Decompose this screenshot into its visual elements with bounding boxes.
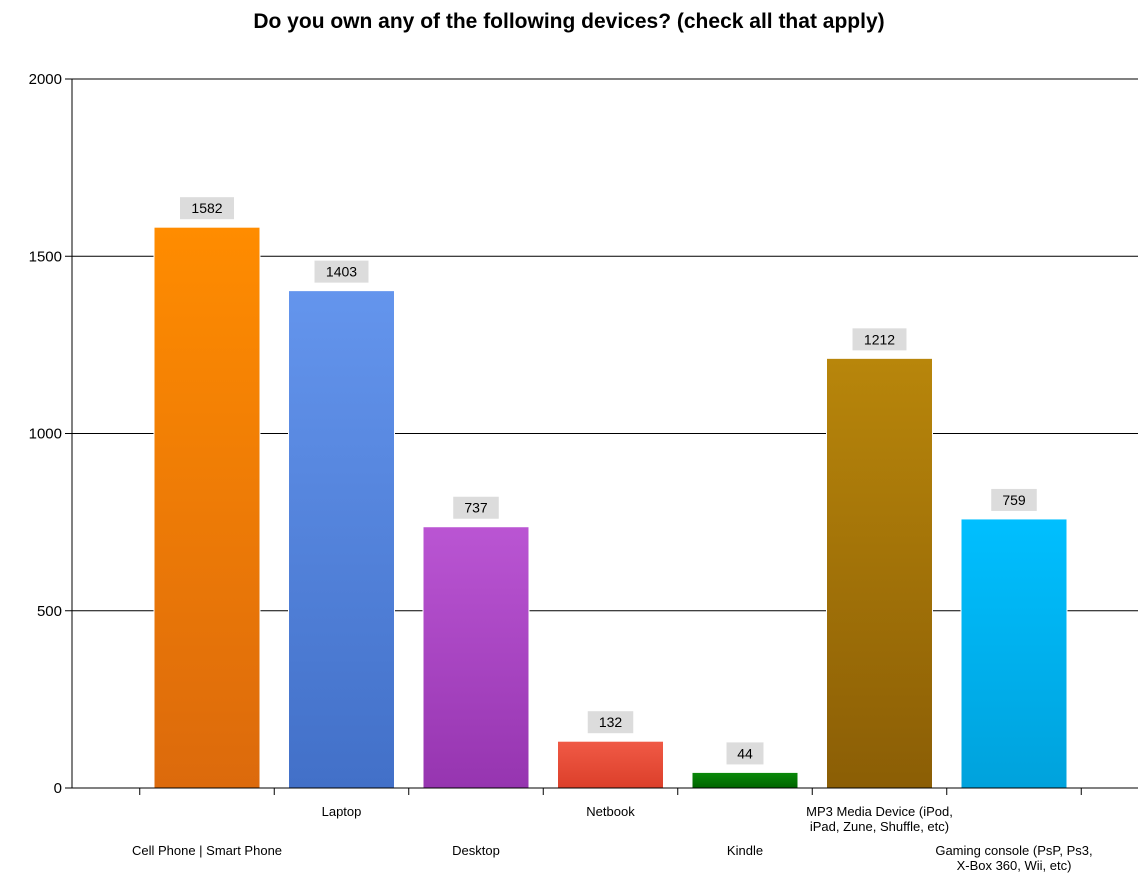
y-tick-label: 2000 [29, 71, 62, 88]
x-tick-label: Cell Phone | Smart Phone [132, 843, 282, 858]
bar [153, 226, 261, 789]
data-label: 737 [464, 500, 488, 516]
bar [691, 771, 799, 789]
data-labels: 1582 1403 737 132 44 1212 759 [180, 197, 1037, 765]
data-label-box [180, 197, 234, 220]
x-tick-label: Kindle [727, 843, 763, 858]
y-tick-label: 1000 [29, 426, 62, 443]
data-label-box [726, 742, 764, 765]
chart-title: Do you own any of the following devices?… [253, 10, 885, 33]
data-label: 1403 [326, 264, 357, 280]
bars [153, 226, 1068, 789]
x-tick-label: Desktop [452, 843, 500, 858]
bar [960, 518, 1068, 789]
data-label-box [453, 496, 499, 519]
x-tick-label: MP3 Media Device (iPod, iPad, Zune, Shuff… [806, 804, 953, 834]
data-label-box [314, 260, 369, 283]
data-label-box [587, 711, 634, 734]
y-tick-label: 500 [37, 603, 62, 620]
x-tick-label: Gaming console (PsP, Ps3, X-Box 360, Wii,… [935, 843, 1092, 873]
data-label: 1212 [864, 331, 895, 347]
data-label-box [852, 328, 907, 351]
axes: 0 500 1000 1500 2000 Cell Phone | Smart Phone… [29, 71, 1138, 873]
bar [557, 740, 664, 789]
data-label: 1582 [191, 200, 222, 216]
x-tick-label: Laptop [322, 804, 362, 819]
data-label: 132 [599, 714, 623, 730]
bar [288, 290, 395, 789]
data-label: 44 [737, 745, 753, 761]
y-tick-label: 1500 [29, 248, 62, 265]
bar [826, 357, 933, 789]
bar [422, 526, 530, 789]
data-label-box [991, 488, 1037, 511]
x-tick-label: Netbook [586, 804, 635, 819]
data-label: 759 [1002, 492, 1026, 508]
y-tick-label: 0 [54, 780, 62, 797]
